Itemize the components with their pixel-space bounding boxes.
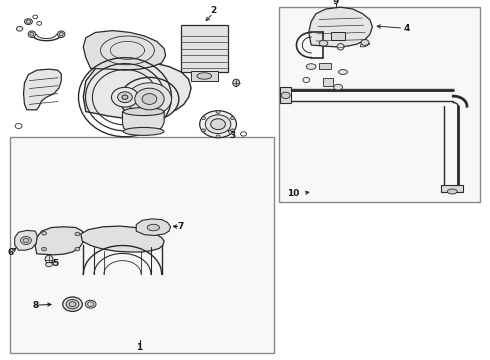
Ellipse shape xyxy=(142,94,157,104)
Ellipse shape xyxy=(339,69,347,75)
Text: 3: 3 xyxy=(230,130,236,139)
Ellipse shape xyxy=(200,111,237,138)
Ellipse shape xyxy=(334,84,343,90)
Ellipse shape xyxy=(75,247,80,251)
Ellipse shape xyxy=(24,19,32,24)
Ellipse shape xyxy=(17,27,23,31)
Bar xyxy=(323,78,333,86)
Text: 8: 8 xyxy=(32,301,38,310)
Text: 9: 9 xyxy=(332,0,339,5)
Ellipse shape xyxy=(26,20,30,23)
Bar xyxy=(441,185,463,192)
Ellipse shape xyxy=(45,255,53,263)
Ellipse shape xyxy=(197,73,212,79)
Polygon shape xyxy=(24,69,61,110)
Bar xyxy=(10,137,274,353)
Ellipse shape xyxy=(319,40,328,46)
Ellipse shape xyxy=(85,300,96,308)
Ellipse shape xyxy=(123,108,164,116)
Ellipse shape xyxy=(202,117,206,120)
Ellipse shape xyxy=(205,115,231,134)
Ellipse shape xyxy=(118,92,132,103)
Ellipse shape xyxy=(87,302,94,307)
Ellipse shape xyxy=(123,127,164,135)
Ellipse shape xyxy=(46,262,52,267)
Ellipse shape xyxy=(122,95,128,99)
Ellipse shape xyxy=(30,32,34,36)
Polygon shape xyxy=(360,41,370,47)
Polygon shape xyxy=(83,31,166,70)
Ellipse shape xyxy=(306,64,316,69)
Polygon shape xyxy=(309,7,372,47)
Ellipse shape xyxy=(447,189,457,194)
Ellipse shape xyxy=(120,77,179,121)
Ellipse shape xyxy=(230,129,234,132)
Text: 7: 7 xyxy=(177,222,184,231)
Ellipse shape xyxy=(135,88,164,110)
Ellipse shape xyxy=(112,87,138,107)
Text: 1: 1 xyxy=(137,343,143,352)
Polygon shape xyxy=(122,112,164,133)
Ellipse shape xyxy=(147,224,159,231)
Ellipse shape xyxy=(59,32,63,36)
Ellipse shape xyxy=(58,31,65,37)
Text: 5: 5 xyxy=(52,259,58,268)
Ellipse shape xyxy=(230,117,234,120)
Polygon shape xyxy=(136,219,171,235)
Text: 10: 10 xyxy=(287,189,299,198)
Ellipse shape xyxy=(216,135,220,138)
Text: 4: 4 xyxy=(403,24,410,33)
Ellipse shape xyxy=(216,111,220,113)
Bar xyxy=(191,71,218,81)
Bar xyxy=(181,25,228,72)
Ellipse shape xyxy=(42,231,47,235)
Ellipse shape xyxy=(127,83,172,115)
Text: 2: 2 xyxy=(210,6,216,15)
Bar xyxy=(279,7,480,202)
Ellipse shape xyxy=(66,300,79,309)
Polygon shape xyxy=(35,227,84,255)
Ellipse shape xyxy=(63,297,82,311)
Ellipse shape xyxy=(281,92,290,99)
Ellipse shape xyxy=(23,238,29,243)
Polygon shape xyxy=(83,59,191,119)
Bar xyxy=(318,63,331,69)
Ellipse shape xyxy=(28,31,36,37)
Ellipse shape xyxy=(233,79,240,86)
Ellipse shape xyxy=(337,44,344,50)
Ellipse shape xyxy=(21,237,31,244)
Ellipse shape xyxy=(361,40,369,45)
Ellipse shape xyxy=(42,247,47,251)
Bar xyxy=(331,32,345,40)
Ellipse shape xyxy=(69,302,76,307)
Text: 6: 6 xyxy=(8,248,14,257)
Bar xyxy=(280,87,291,103)
Ellipse shape xyxy=(211,119,225,130)
Ellipse shape xyxy=(75,232,80,236)
Polygon shape xyxy=(15,230,37,250)
Polygon shape xyxy=(81,226,164,252)
Ellipse shape xyxy=(202,129,206,132)
